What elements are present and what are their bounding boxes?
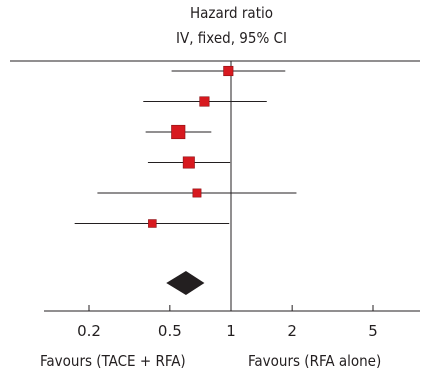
forest-plot: 0.2 0.5 1 2 5 xyxy=(10,60,420,340)
favours-left-label: Favours (TACE + RFA) xyxy=(40,352,186,370)
x-tick-label-2: 1 xyxy=(226,322,236,340)
study-point-4 xyxy=(182,156,195,169)
x-tick-label-1: 0.5 xyxy=(158,322,182,340)
x-tick-label-0: 0.2 xyxy=(77,322,101,340)
study-point-2 xyxy=(199,96,210,107)
x-axis-ticks: 0.2 0.5 1 2 5 xyxy=(77,305,378,340)
x-tick-label-3: 2 xyxy=(287,322,297,340)
favours-right-label: Favours (RFA alone) xyxy=(248,352,382,370)
study-point-1 xyxy=(223,65,234,77)
header-subtitle: IV, fixed, 95% CI xyxy=(176,29,287,47)
header-title: Hazard ratio xyxy=(189,4,273,22)
x-tick-label-4: 5 xyxy=(368,322,378,340)
study-point-6 xyxy=(148,219,157,228)
summary-group xyxy=(166,271,205,295)
summary-diamond xyxy=(166,271,205,295)
study-rows xyxy=(74,65,297,228)
study-point-3 xyxy=(171,124,186,140)
study-point-5 xyxy=(192,188,202,198)
